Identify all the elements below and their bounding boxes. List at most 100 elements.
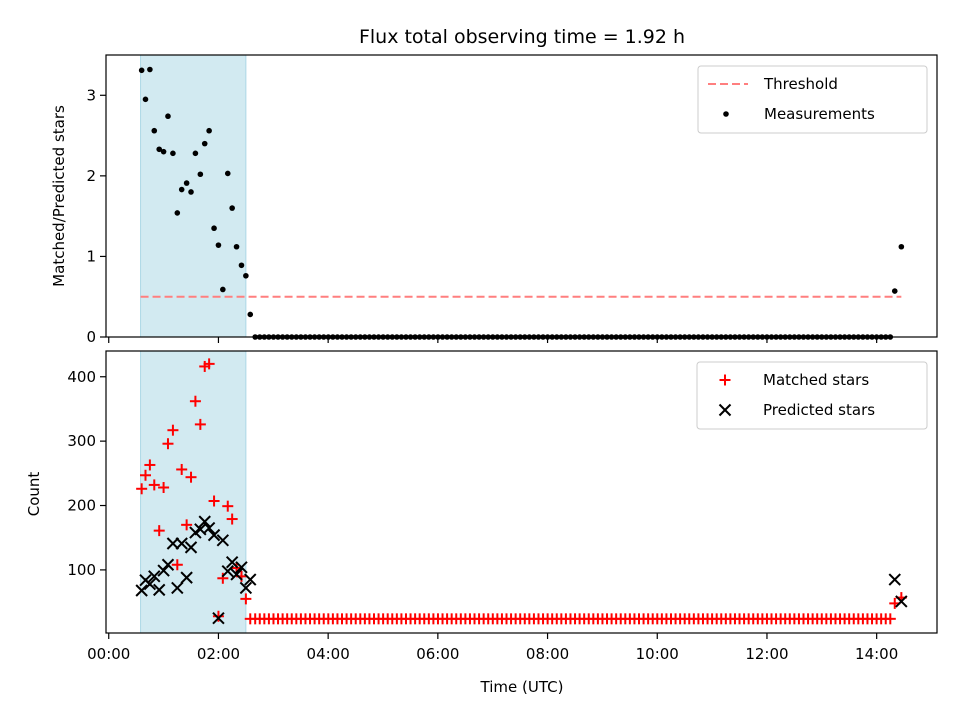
data-point — [180, 571, 193, 584]
data-point — [216, 534, 230, 547]
data-point — [142, 96, 149, 103]
data-point — [167, 424, 179, 436]
data-point — [895, 595, 908, 608]
data-point — [203, 358, 215, 370]
data-point — [212, 610, 224, 622]
data-point — [244, 573, 257, 586]
legend-label: Threshold — [763, 75, 838, 93]
data-point — [212, 611, 225, 625]
ratio-panel: 0 1 2 3 Threshold Measurements — [86, 54, 938, 346]
data-point — [153, 525, 165, 537]
legend-label: Predicted stars — [763, 401, 875, 419]
data-point — [151, 127, 158, 134]
chart-title: Flux total observing time = 1.92 h — [359, 26, 685, 48]
data-point — [230, 568, 243, 581]
legend-handle — [723, 111, 729, 117]
data-point — [156, 146, 163, 153]
data-point — [222, 500, 234, 512]
data-point — [183, 180, 190, 186]
legend-label: Measurements — [764, 105, 875, 123]
y-tick-label: 300 — [67, 432, 96, 450]
legend-handle — [718, 403, 732, 417]
data-point — [198, 515, 211, 528]
data-point — [181, 519, 193, 531]
series-predicted-stars — [135, 515, 908, 625]
x-tick-label: 02:00 — [197, 645, 240, 663]
observing-window-span — [140, 350, 247, 634]
data-point — [217, 572, 229, 584]
legend: Matched stars Predicted stars — [696, 361, 928, 430]
data-point — [161, 558, 175, 571]
legend-handle — [719, 374, 731, 386]
x-tick-label: 14:00 — [855, 645, 898, 663]
data-point — [235, 561, 248, 574]
y-tick-label: 0 — [86, 328, 96, 346]
observing-window-span — [140, 54, 247, 338]
data-point — [220, 286, 226, 293]
data-point — [243, 272, 249, 279]
data-point — [211, 225, 217, 232]
series-matched-stars — [136, 358, 907, 625]
data-point — [240, 593, 252, 605]
data-point — [189, 395, 201, 407]
count-panel: 100 200 300 400 00:00 02:00 04:00 06:00 08:00 10:… — [67, 350, 938, 663]
data-point — [208, 495, 220, 507]
data-point — [192, 150, 199, 157]
y-tick-label: 3 — [86, 86, 96, 104]
data-point — [158, 481, 170, 493]
x-tick-label: 04:00 — [307, 645, 350, 663]
data-point — [884, 613, 896, 625]
data-point — [174, 210, 181, 216]
y-axis-label-ratio: Matched/Predicted stars — [50, 105, 68, 287]
y-axis-label-count: Count — [25, 472, 43, 517]
data-point — [135, 584, 148, 597]
data-point — [152, 583, 166, 597]
data-point — [226, 513, 238, 525]
legend-label: Matched stars — [763, 371, 869, 389]
data-point — [175, 537, 188, 550]
x-tick-label: 10:00 — [636, 645, 679, 663]
data-point — [233, 243, 240, 250]
data-point — [147, 66, 153, 73]
data-point — [891, 288, 898, 294]
data-point — [139, 469, 151, 481]
data-point — [224, 170, 231, 177]
data-point — [162, 438, 174, 450]
x-axis-label: Time (UTC) — [480, 678, 564, 696]
data-point — [136, 483, 148, 495]
data-point — [888, 573, 901, 586]
legend: Threshold Measurements — [697, 65, 928, 134]
x-tick-label: 06:00 — [416, 645, 459, 663]
axes-frame — [105, 54, 938, 338]
data-point — [171, 581, 184, 595]
data-point — [215, 242, 222, 248]
data-point — [148, 570, 161, 583]
data-point — [143, 577, 157, 591]
data-point — [144, 459, 156, 471]
data-point — [178, 186, 185, 193]
data-point — [201, 140, 208, 147]
data-point — [166, 537, 180, 550]
y-tick-label: 1 — [86, 247, 96, 265]
data-point — [225, 555, 239, 569]
data-point — [221, 564, 234, 578]
data-point — [170, 150, 176, 157]
x-tick-label: 12:00 — [745, 645, 788, 663]
data-point — [194, 418, 206, 430]
data-point — [229, 205, 235, 211]
data-point — [148, 479, 160, 491]
data-point — [898, 243, 905, 250]
y-tick-label: 100 — [67, 561, 96, 579]
data-point — [206, 127, 212, 134]
data-point — [176, 463, 188, 475]
data-point — [185, 471, 197, 483]
legend-box — [696, 361, 928, 430]
data-point — [238, 262, 245, 269]
data-point — [202, 521, 216, 535]
y-tick-label: 200 — [67, 497, 96, 515]
x-tick-label: 00:00 — [87, 645, 130, 663]
y-tick-label: 2 — [86, 167, 96, 185]
data-point — [160, 148, 167, 155]
legend-box — [697, 65, 928, 134]
